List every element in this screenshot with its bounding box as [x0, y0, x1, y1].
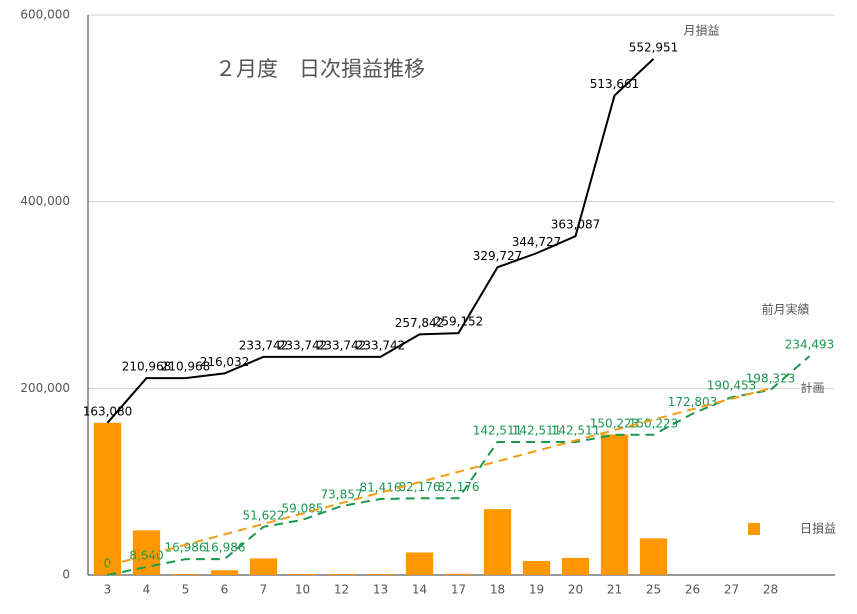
x-tick-label: 26 [685, 583, 700, 597]
x-tick-label: 5 [182, 583, 190, 597]
legend-swatch [748, 523, 760, 535]
data-label: 172,803 [668, 395, 718, 409]
data-label: 233,742 [278, 338, 328, 352]
data-label: 257,842 [395, 316, 445, 330]
data-label: 513,661 [590, 77, 640, 91]
x-tick-label: 17 [451, 583, 466, 597]
data-label: 51,622 [243, 508, 285, 522]
bar [483, 509, 512, 575]
y-tick-label: 200,000 [20, 381, 70, 395]
data-label: 259,152 [434, 315, 484, 329]
series-name: 月損益 [684, 22, 720, 37]
data-label: 344,727 [512, 235, 562, 249]
x-tick-label: 13 [373, 583, 388, 597]
bar [366, 574, 395, 575]
data-label: 73,857 [321, 488, 363, 502]
data-label: 329,727 [473, 249, 523, 263]
x-tick-label: 18 [490, 583, 505, 597]
y-tick-label: 600,000 [20, 8, 70, 22]
bar [249, 558, 278, 575]
x-tick-label: 4 [143, 583, 151, 597]
legend-label: 日損益 [800, 521, 836, 536]
y-tick-label: 0 [62, 568, 70, 582]
series-name: 計画 [801, 380, 825, 395]
x-tick-label: 20 [568, 583, 583, 597]
data-label: 210,968 [161, 360, 211, 374]
bar [444, 573, 473, 575]
line [107, 387, 771, 567]
data-label: 16,986 [204, 541, 246, 555]
data-label: 150,223 [590, 416, 640, 430]
data-label: 363,087 [551, 218, 601, 232]
bar [327, 574, 356, 575]
x-tick-label: 14 [412, 583, 427, 597]
bar [93, 422, 122, 575]
data-label: 233,742 [317, 338, 367, 352]
x-tick-label: 21 [607, 583, 622, 597]
bar [171, 574, 200, 575]
x-tick-label: 19 [529, 583, 544, 597]
x-tick-label: 27 [724, 583, 739, 597]
data-label: 198,323 [746, 371, 796, 385]
data-label: 233,742 [356, 338, 406, 352]
data-label: 190,453 [707, 379, 757, 393]
data-label: 8,640 [129, 548, 163, 562]
data-label: 81,416 [360, 481, 402, 495]
x-tick-label: 10 [295, 583, 310, 597]
data-label: 163,080 [83, 404, 133, 418]
data-label: 216,032 [200, 355, 250, 369]
y-tick-label: 400,000 [20, 194, 70, 208]
data-label: 59,085 [282, 501, 324, 515]
x-tick-label: 6 [221, 583, 229, 597]
data-label: 16,986 [165, 541, 207, 555]
bar [288, 574, 317, 575]
x-tick-label: 7 [260, 583, 268, 597]
bar [639, 538, 668, 575]
bar [561, 557, 590, 575]
line [107, 355, 811, 576]
data-label: 142,511 [512, 423, 562, 437]
bar [405, 552, 434, 575]
x-tick-label: 3 [104, 583, 112, 597]
x-tick-label: 12 [334, 583, 349, 597]
bar [522, 561, 551, 575]
data-label: 233,742 [239, 338, 289, 352]
data-label: 142,511 [551, 423, 601, 437]
bar [210, 570, 239, 575]
data-label: 0 [104, 557, 112, 571]
data-label: 142,511 [473, 423, 523, 437]
x-tick-label: 28 [763, 583, 778, 597]
x-tick-label: 25 [646, 583, 661, 597]
bar [600, 434, 629, 575]
data-label: 82,176 [438, 480, 480, 494]
data-label: 150,223 [629, 416, 679, 430]
data-label: 82,176 [399, 480, 441, 494]
data-label: 234,493 [785, 338, 835, 352]
data-label: 210,968 [122, 360, 172, 374]
series-name: 前月実績 [761, 302, 809, 317]
line [106, 58, 655, 424]
data-label: 552,951 [629, 40, 679, 54]
chart-title: ２月度 日次損益推移 [215, 57, 425, 81]
